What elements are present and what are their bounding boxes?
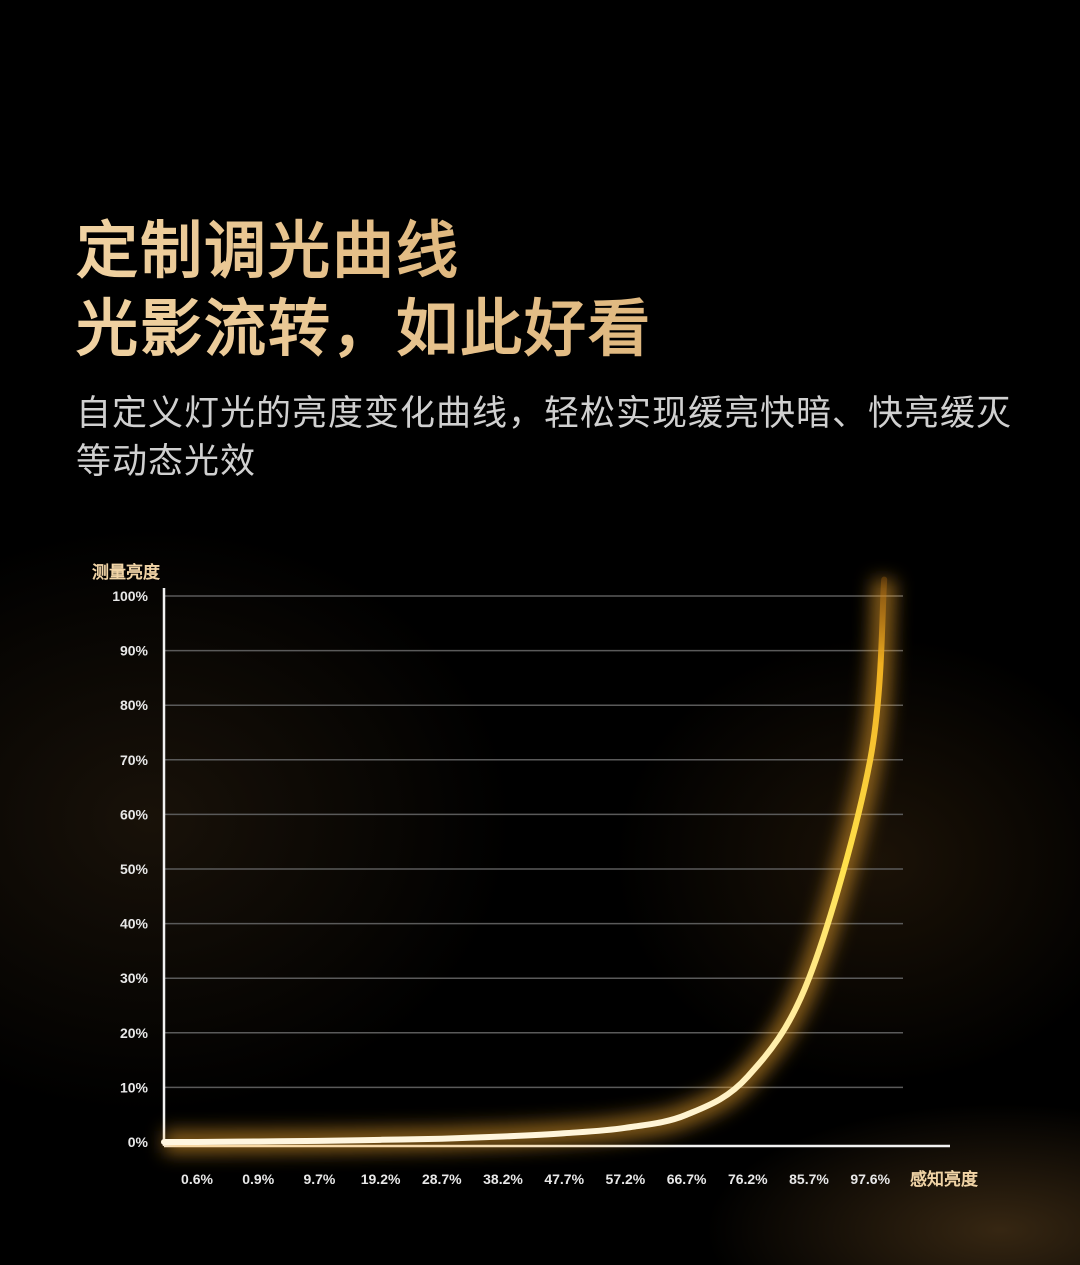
y-tick-label: 70%	[120, 752, 149, 768]
x-tick-label: 19.2%	[361, 1171, 401, 1187]
subtitle: 自定义灯光的亮度变化曲线，轻松实现缓亮快暗、快亮缓灭等动态光效	[76, 394, 1013, 482]
y-tick-label: 10%	[120, 1079, 149, 1095]
x-tick-label: 97.6%	[850, 1171, 890, 1187]
y-tick-label: 20%	[120, 1025, 149, 1041]
y-tick-label: 100%	[112, 588, 148, 604]
x-tick-label: 57.2%	[606, 1171, 646, 1187]
x-tick-label: 0.9%	[242, 1171, 274, 1187]
curve-line	[161, 576, 888, 1146]
y-tick-label: 30%	[120, 970, 149, 986]
y-tick-label: 40%	[120, 916, 149, 932]
y-tick-label: 60%	[120, 806, 149, 822]
x-tick-label: 0.6%	[181, 1171, 213, 1187]
x-tick-label: 9.7%	[303, 1171, 335, 1187]
x-tick-label: 28.7%	[422, 1171, 462, 1187]
curve-glow	[163, 578, 896, 1154]
y-tick-label: 50%	[120, 861, 149, 877]
title-line-2: 光影流转，如此好看	[76, 278, 652, 368]
y-tick-label: 90%	[120, 643, 149, 659]
x-tick-label: 38.2%	[483, 1171, 523, 1187]
y-tick-label: 0%	[128, 1134, 149, 1150]
x-tick-label: 85.7%	[789, 1171, 829, 1187]
y-axis-title: 测量亮度	[92, 562, 161, 583]
x-axis-title: 感知亮度	[910, 1169, 979, 1190]
y-tick-label: 80%	[120, 697, 149, 713]
x-tick-label: 76.2%	[728, 1171, 768, 1187]
title-line-1: 定制调光曲线	[76, 200, 460, 290]
x-tick-label: 66.7%	[667, 1171, 707, 1187]
x-tick-label: 47.7%	[544, 1171, 584, 1187]
